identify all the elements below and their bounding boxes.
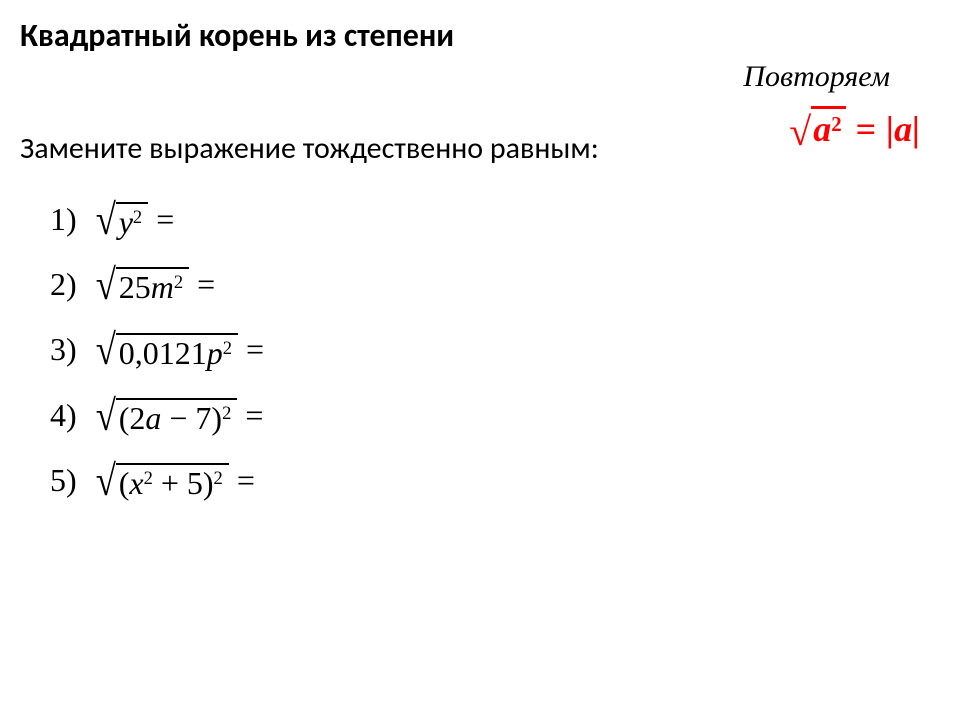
problem-row: 5)√(x2 + 5)2 = <box>50 456 264 499</box>
sqrt-icon: √ <box>96 264 116 307</box>
problem-row: 4)√(2a − 7)2 = <box>50 391 264 434</box>
equals-sign: = <box>197 268 215 300</box>
task-prompt: Замените выражение тождественно равным: <box>20 130 599 167</box>
sqrt-expression: √(x2 + 5)2 <box>94 456 229 499</box>
radicand: y2 <box>116 202 148 238</box>
problem-row: 1)√y2 = <box>50 195 264 238</box>
radicand: 25m2 <box>116 267 189 303</box>
radicand: (x2 + 5)2 <box>116 463 229 499</box>
page-title: Квадратный корень из степени <box>20 16 454 55</box>
formula-exp: 2 <box>831 112 841 136</box>
sqrt-icon: √ <box>96 329 116 372</box>
problem-row: 2)√25m2 = <box>50 260 264 303</box>
sqrt-icon: √ <box>96 460 116 503</box>
formula-base: a <box>813 109 831 149</box>
radicand: 0,0121p2 <box>116 333 238 369</box>
sqrt-icon: √ <box>96 395 116 438</box>
formula-rhs: |a| <box>886 109 920 149</box>
formula-equals: = <box>856 109 877 149</box>
sqrt-expression: √0,0121p2 <box>94 325 238 368</box>
identity-formula: √a2 = |a| <box>789 108 920 155</box>
sqrt-icon: √ <box>789 109 811 154</box>
problem-number: 5) <box>50 464 94 496</box>
sqrt-expression: √(2a − 7)2 <box>94 391 237 434</box>
sqrt-expression: √y2 <box>94 195 148 238</box>
sqrt-expression: √25m2 <box>94 260 189 303</box>
problem-number: 4) <box>50 399 94 431</box>
equals-sign: = <box>237 464 255 496</box>
sqrt-icon: √ <box>96 199 116 242</box>
equals-sign: = <box>245 399 263 431</box>
problem-number: 2) <box>50 268 94 300</box>
equals-sign: = <box>246 333 264 365</box>
review-label: Повторяем <box>743 60 890 94</box>
problem-number: 3) <box>50 333 94 365</box>
radicand: (2a − 7)2 <box>116 398 238 434</box>
problem-list: 1)√y2 =2)√25m2 =3)√0,0121p2 =4)√(2a − 7)… <box>50 195 264 521</box>
problem-number: 1) <box>50 203 94 235</box>
problem-row: 3)√0,0121p2 = <box>50 325 264 368</box>
equals-sign: = <box>156 203 174 235</box>
